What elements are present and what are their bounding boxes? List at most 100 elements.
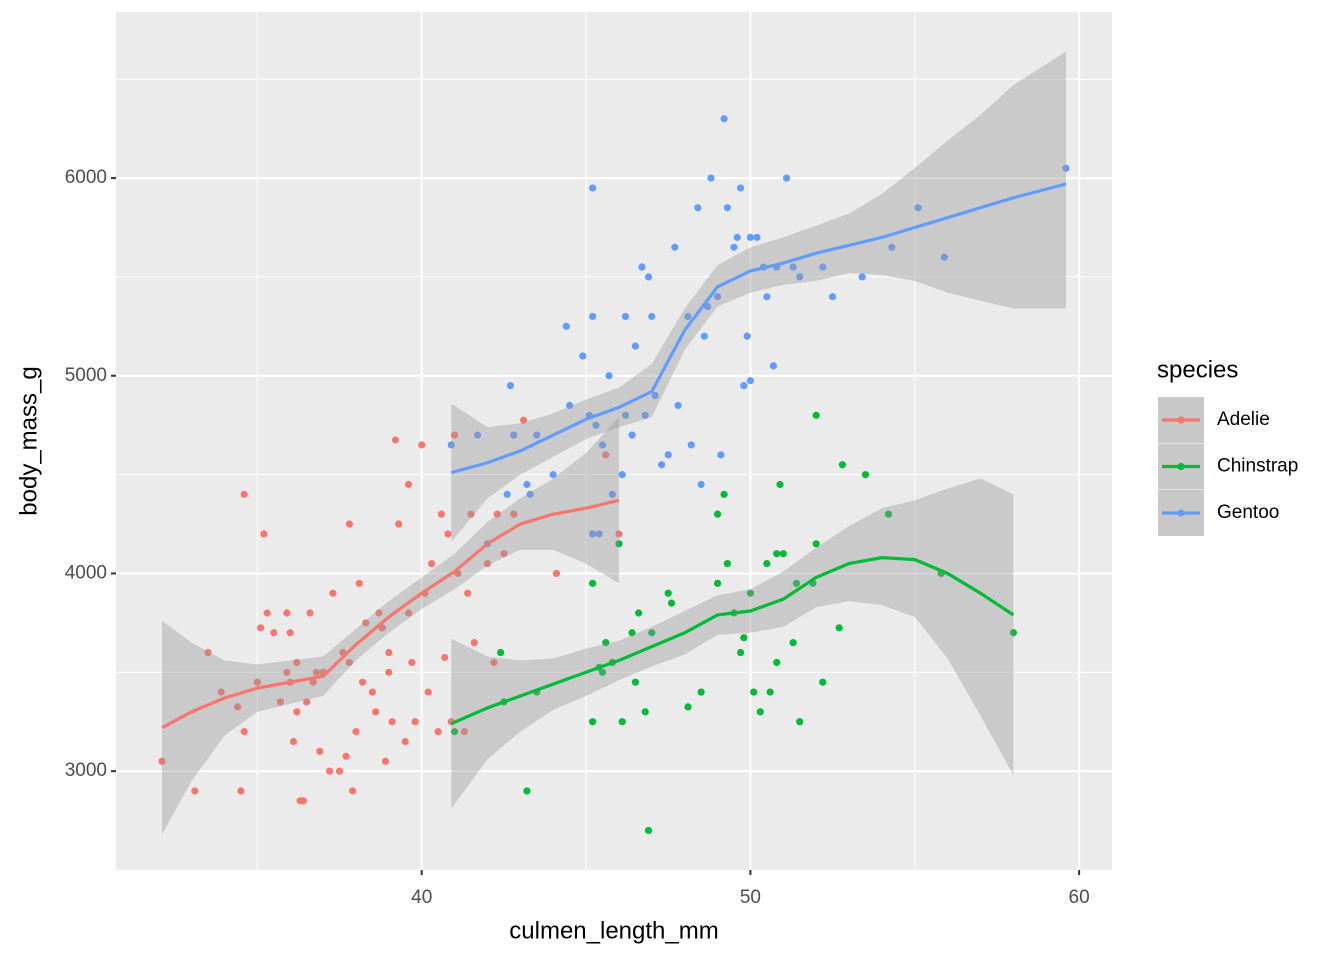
point [237,787,245,795]
point [526,490,534,498]
point [464,589,472,597]
point [664,589,672,597]
point [796,718,804,726]
point [552,569,561,578]
point [450,431,459,439]
point [700,332,708,340]
point [753,233,761,241]
point [819,263,827,271]
legend-label: Gentoo [1217,502,1279,523]
point [674,401,682,410]
point [283,609,291,617]
point [694,204,702,212]
point [450,728,459,736]
legend-point [1177,416,1185,424]
point [671,243,679,251]
legend-label: Adelie [1217,409,1270,430]
point [884,510,893,518]
point [424,688,432,696]
point [615,530,623,538]
point [533,431,541,439]
point [345,658,353,667]
point [592,421,600,429]
point [312,668,321,676]
point [293,658,301,667]
point [523,787,531,795]
point [303,698,311,706]
point [707,174,715,182]
point [589,312,597,321]
point [697,688,705,696]
point [641,708,649,716]
point [736,648,745,657]
point [191,787,199,795]
point [470,639,478,647]
point [217,688,225,696]
point [500,550,508,558]
legend-title: species [1157,356,1238,383]
point [385,668,393,676]
point [460,728,469,736]
point [510,431,518,439]
point [401,737,409,746]
point [447,441,455,449]
point [467,510,475,518]
point [520,416,528,424]
point [349,787,357,795]
point [404,609,413,617]
point [631,678,639,686]
point [234,703,242,711]
y-tick-label: 4000 [65,562,107,583]
point [375,609,383,617]
point [257,624,265,632]
point [404,480,413,489]
point [342,752,350,760]
point [635,609,643,617]
y-tick-label: 5000 [65,365,107,386]
smooth-line [161,498,620,730]
point [746,233,755,241]
point [293,708,301,716]
point [667,599,676,607]
point [658,461,666,469]
point [835,624,843,632]
point [812,411,820,419]
point [615,540,623,548]
point [618,718,626,726]
point [589,579,597,587]
point [589,718,597,726]
point [1009,629,1017,637]
point [782,174,791,182]
point [746,377,755,385]
point [289,737,298,746]
y-axis-title: body_mass_g [15,366,42,515]
point [352,728,360,736]
point [158,757,166,765]
point [717,451,725,459]
confidence-band [451,51,1066,542]
point [819,678,827,686]
point [796,273,804,281]
point [309,678,317,686]
point [888,243,896,251]
point [362,619,370,627]
point [240,728,248,736]
point [651,391,659,400]
point [618,471,626,479]
point [589,184,597,192]
point [562,322,570,330]
point [713,579,722,587]
panel [116,12,1112,870]
point [828,293,837,301]
point [648,312,656,321]
point [756,708,764,716]
point [838,461,847,469]
x-tick-label: 40 [411,887,432,908]
confidence-band [451,478,1014,809]
point [687,441,695,449]
point [602,451,610,459]
point [408,658,416,667]
point [355,579,363,587]
smooth-line [450,182,1067,475]
point [589,530,597,538]
